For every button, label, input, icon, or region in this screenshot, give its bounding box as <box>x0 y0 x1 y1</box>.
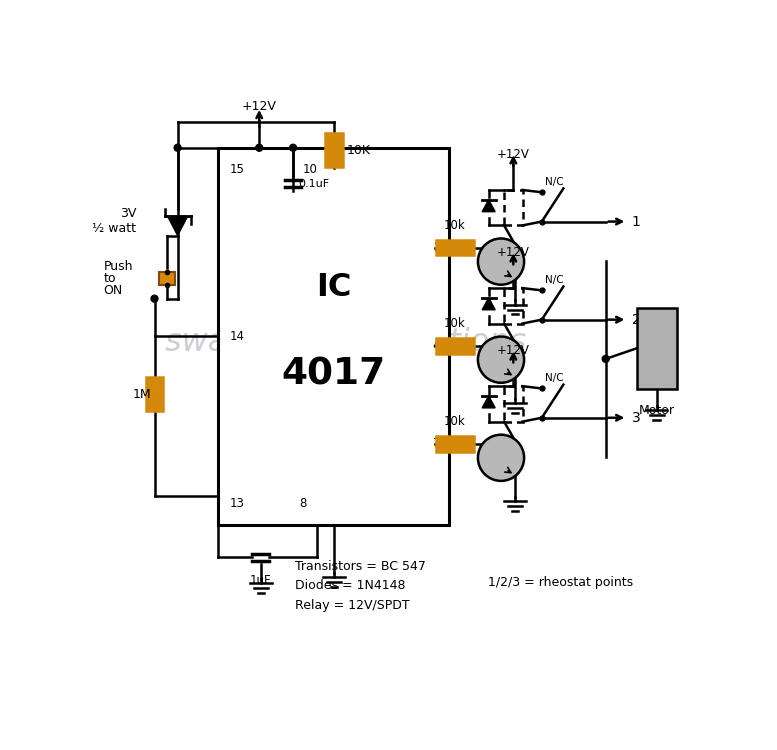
Bar <box>218 148 449 525</box>
Text: 15: 15 <box>230 163 245 176</box>
Bar <box>636 308 677 388</box>
Bar <box>504 288 523 323</box>
Text: 3: 3 <box>632 411 641 424</box>
Text: 1M: 1M <box>133 388 152 400</box>
Circle shape <box>478 337 524 382</box>
Text: N/C: N/C <box>545 373 563 382</box>
Polygon shape <box>168 216 187 236</box>
Polygon shape <box>483 298 495 310</box>
Bar <box>325 133 343 167</box>
Text: +12V: +12V <box>242 100 277 113</box>
Text: 10K: 10K <box>347 143 371 157</box>
Text: 10k: 10k <box>444 218 465 232</box>
Text: 10k: 10k <box>444 415 465 428</box>
Text: ON: ON <box>103 284 123 298</box>
Text: 14: 14 <box>230 330 245 343</box>
Text: 4: 4 <box>433 339 441 352</box>
Text: +12V: +12V <box>497 246 530 259</box>
Text: swagatam innovations: swagatam innovations <box>165 327 526 358</box>
Text: Motor: Motor <box>639 404 674 417</box>
Text: 13: 13 <box>230 497 245 510</box>
Circle shape <box>478 238 524 285</box>
Text: +12V: +12V <box>497 148 530 160</box>
Bar <box>504 190 523 226</box>
Text: 1/2/3 = rheostat points: 1/2/3 = rheostat points <box>488 576 633 590</box>
Text: Transistors = BC 547
Diodes = 1N4148
Relay = 12V/SPDT: Transistors = BC 547 Diodes = 1N4148 Rel… <box>295 560 427 612</box>
Text: 10k: 10k <box>444 316 465 330</box>
Text: 7: 7 <box>433 437 441 451</box>
Text: 8: 8 <box>299 497 307 510</box>
Circle shape <box>602 356 609 362</box>
Circle shape <box>290 144 297 152</box>
Circle shape <box>256 144 263 152</box>
Text: to: to <box>103 272 117 285</box>
Text: 4017: 4017 <box>282 356 386 392</box>
Text: 1: 1 <box>632 214 641 229</box>
Bar <box>436 240 474 256</box>
Text: N/C: N/C <box>545 274 563 284</box>
Bar <box>436 338 474 353</box>
Text: 1uF: 1uF <box>250 574 272 587</box>
Text: 2: 2 <box>632 313 641 327</box>
Bar <box>159 272 175 285</box>
Text: +12V: +12V <box>497 344 530 357</box>
Circle shape <box>478 435 524 481</box>
Text: IC: IC <box>316 272 352 303</box>
Bar <box>146 376 163 412</box>
Text: 10: 10 <box>303 163 318 176</box>
Text: Push: Push <box>103 260 133 273</box>
Text: 0.1uF: 0.1uF <box>298 179 329 189</box>
Text: ½ watt: ½ watt <box>92 222 136 235</box>
Text: 2: 2 <box>433 242 441 254</box>
Polygon shape <box>483 396 495 408</box>
Bar <box>436 436 474 451</box>
Text: 3V: 3V <box>120 207 136 220</box>
Circle shape <box>174 144 181 152</box>
Text: N/C: N/C <box>545 176 563 187</box>
Circle shape <box>151 296 158 302</box>
Bar <box>504 386 523 422</box>
Polygon shape <box>483 200 495 211</box>
